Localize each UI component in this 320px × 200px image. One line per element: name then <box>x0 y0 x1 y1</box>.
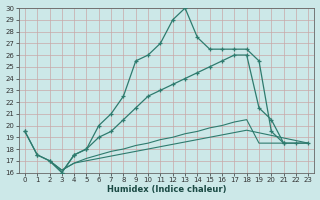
X-axis label: Humidex (Indice chaleur): Humidex (Indice chaleur) <box>107 185 226 194</box>
